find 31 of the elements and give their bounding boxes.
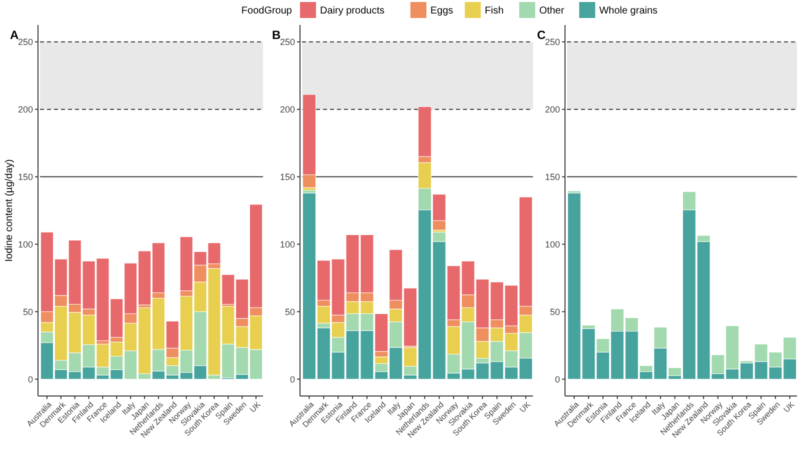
legend-label: Dairy products [320, 6, 384, 16]
x-tick-label: UK [518, 400, 533, 414]
y-tick-label: 0 [28, 374, 33, 384]
y-tick-label: 200 [280, 104, 295, 114]
legend-label: Other [539, 6, 565, 16]
y-tick-label: 100 [280, 239, 295, 250]
legend-label: Fish [484, 6, 504, 16]
y-tick-label: 150 [18, 172, 33, 182]
legend-title: FoodGroup [241, 6, 292, 16]
y-tick-label: 100 [18, 239, 33, 250]
y-tick-label: 250 [280, 37, 295, 48]
y-tick-label: 50 [284, 306, 295, 317]
chart-title: A [10, 28, 19, 42]
y-tick-label: 0 [290, 374, 295, 384]
y-tick-label: 0 [554, 374, 560, 384]
y-tick-label: 150 [280, 172, 295, 182]
y-tick-label: 200 [544, 104, 560, 114]
x-tick-label: UK [248, 400, 263, 414]
y-axis-title: Iodine content (µg/day) [4, 159, 15, 262]
y-tick-label: 50 [550, 306, 560, 317]
legend-label: Whole grains [599, 6, 658, 16]
chart-title: B [272, 28, 281, 42]
y-tick-label: 150 [544, 172, 560, 182]
y-tick-label: 100 [544, 239, 560, 250]
x-tick-label: UK [782, 400, 797, 414]
y-tick-label: 200 [18, 104, 33, 114]
y-tick-label: 250 [18, 37, 33, 48]
y-tick-label: 250 [544, 37, 560, 48]
y-tick-label: 50 [22, 306, 33, 317]
legend-label: Eggs [430, 6, 454, 16]
chart-title: C [537, 28, 546, 42]
